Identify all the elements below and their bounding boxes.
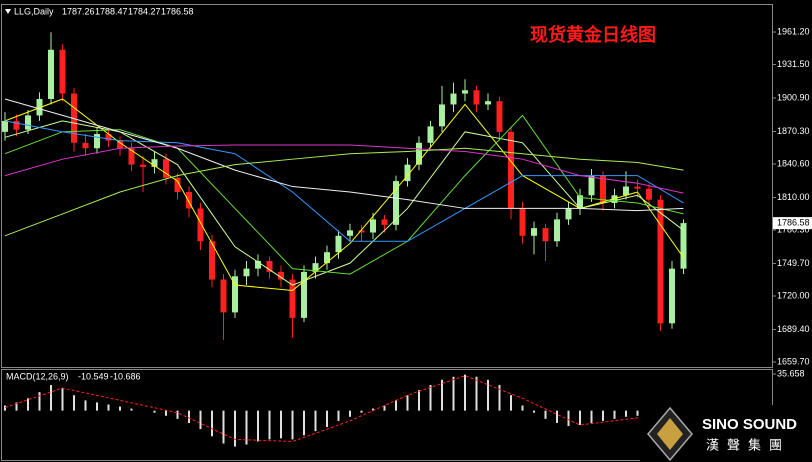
candle-body <box>289 279 296 318</box>
y-tick-label: 1659.70 <box>777 356 810 366</box>
candle-body <box>209 241 215 280</box>
y-tick-label: 1810.00 <box>777 192 810 202</box>
candle-body <box>197 208 204 242</box>
candle-body <box>71 93 77 143</box>
candle-body <box>2 120 8 132</box>
candle-body <box>450 93 457 105</box>
candle-body <box>588 175 595 196</box>
candle-body <box>312 263 319 272</box>
macd-value: -10.549 <box>78 371 109 381</box>
candle-body <box>577 195 583 209</box>
candle-body <box>404 164 411 182</box>
candle-body <box>531 228 537 236</box>
candle-body <box>669 268 675 324</box>
header-arrow <box>5 9 11 14</box>
candle-body <box>117 140 123 149</box>
symbol: LLG,Daily <box>14 6 54 16</box>
candle-body <box>255 260 261 269</box>
moving-average <box>4 98 684 212</box>
current-price: 1786.58 <box>777 217 810 227</box>
macd-label: MACD(12,26,9) <box>6 371 69 381</box>
y-tick-label: 1961.20 <box>777 26 810 36</box>
candle-body <box>36 99 43 116</box>
y-tick-label: 1840.60 <box>777 158 810 168</box>
candle-body <box>462 90 468 94</box>
moving-average <box>4 147 684 237</box>
y-tick-label: 1870.30 <box>777 126 810 136</box>
signal-value: -10.686 <box>110 371 141 381</box>
y-tick-label: 1720.00 <box>777 290 810 300</box>
candle-body <box>416 142 422 165</box>
candle-body <box>657 199 664 324</box>
candle-body <box>680 223 687 269</box>
candle-body <box>508 131 514 209</box>
logo-subtitle: 漢聲集團 <box>706 437 790 452</box>
candle-body <box>393 181 399 225</box>
candle-body <box>634 186 641 189</box>
candle-body <box>370 219 376 233</box>
y-tick-label: 1749.70 <box>777 258 810 268</box>
candle-body <box>243 268 250 277</box>
candle-body <box>232 276 238 313</box>
candle-body <box>600 175 606 203</box>
price-panel-border <box>1 4 773 368</box>
logo-name: SINO SOUND <box>702 416 797 433</box>
y-tick-label: 1780.30 <box>777 224 810 234</box>
candle-body <box>358 230 365 233</box>
current-price-box <box>773 217 812 230</box>
candle-body <box>59 49 66 94</box>
candle-body <box>82 142 89 149</box>
candle-body <box>324 252 330 264</box>
candle-body <box>473 90 480 105</box>
candle-body <box>427 126 434 143</box>
candle-body <box>186 192 192 209</box>
quote-low: 1784.27 <box>128 6 161 16</box>
candle-body <box>646 188 652 200</box>
y-tick-label: 1931.50 <box>777 59 810 69</box>
candle-body <box>542 228 549 242</box>
candle-body <box>220 279 227 313</box>
candle-body <box>554 219 560 242</box>
candle-body <box>565 208 572 220</box>
candle-body <box>381 219 388 225</box>
candle-body <box>105 134 112 141</box>
candle-body <box>485 101 491 105</box>
moving-average <box>4 114 684 275</box>
candle-body <box>48 49 54 100</box>
quote-high: 1788.47 <box>95 6 128 16</box>
candle-body <box>94 134 100 149</box>
candle-body <box>335 235 342 253</box>
candle-body <box>278 271 284 280</box>
quote-close: 1786.58 <box>161 6 194 16</box>
moving-average <box>4 144 684 194</box>
candle-body <box>174 177 181 193</box>
candle-body <box>266 260 273 272</box>
candle-body <box>151 159 158 167</box>
candle-body <box>301 271 307 318</box>
macd-signal <box>4 375 684 442</box>
logo: SINO SOUND 漢聲集團 <box>640 405 812 462</box>
candle-body <box>347 230 353 236</box>
macd-tick-label: 35.658 <box>777 368 805 378</box>
candle-body <box>25 115 31 130</box>
candle-body <box>163 159 169 178</box>
candle-body <box>623 186 629 196</box>
candle-body <box>611 195 618 203</box>
candle-body <box>519 208 526 236</box>
candle-body <box>439 104 445 127</box>
y-tick-label: 1689.40 <box>777 324 810 334</box>
candle-body <box>496 101 503 132</box>
candle-body <box>128 148 135 165</box>
y-tick-label: 1900.90 <box>777 92 810 102</box>
candle-body <box>13 120 20 130</box>
quote-open: 1787.26 <box>62 6 95 16</box>
candle-body <box>140 164 146 167</box>
chart-title: 现货黄金日线图 <box>530 24 656 46</box>
logo-inner <box>657 418 683 450</box>
